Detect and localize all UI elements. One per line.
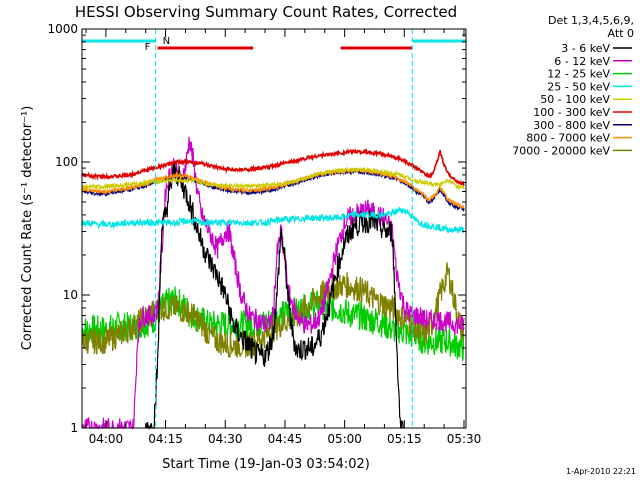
flag-label-n: N <box>163 36 170 47</box>
series-line-e100 <box>81 147 465 186</box>
legend-label-e12: 12 - 25 keV <box>547 68 610 81</box>
series-line-e6 <box>81 136 465 430</box>
y-tick-label: 10 <box>63 288 78 302</box>
flag-label-f: F <box>145 42 151 53</box>
x-tick-label: 04:15 <box>148 432 183 446</box>
x-tick-label: 05:30 <box>447 432 482 446</box>
x-tick-label: 05:15 <box>387 432 422 446</box>
series-line-e7000 <box>81 262 465 359</box>
legend-header-line-1: Det 1,3,4,5,6,9, <box>548 14 634 27</box>
x-tick-label: 04:45 <box>268 432 303 446</box>
chart-title: HESSI Observing Summary Count Rates, Cor… <box>75 3 457 21</box>
x-axis-label: Start Time (19-Jan-03 03:54:02) <box>162 457 370 472</box>
plot-frame <box>81 28 467 429</box>
legend-label-e7000: 7000 - 20000 keV <box>512 144 610 157</box>
legend-label-e50: 50 - 100 keV <box>540 93 610 106</box>
x-tick-label: 04:30 <box>208 432 243 446</box>
y-tick-label: 1000 <box>47 22 78 36</box>
legend-header-line-2: Att 0 <box>608 27 634 40</box>
legend-label-e3: 3 - 6 keV <box>561 42 610 55</box>
legend-label-e6: 6 - 12 keV <box>554 55 610 68</box>
y-tick-label: 100 <box>55 155 78 169</box>
y-axis-label: Corrected Count Rate (s⁻¹ detector⁻¹) <box>20 106 35 351</box>
x-tick-label: 05:00 <box>327 432 362 446</box>
legend-label-e800: 800 - 7000 keV <box>526 132 610 145</box>
legend-label-e300: 300 - 800 keV <box>533 119 610 132</box>
axes-group: 04:00 04:15 04:30 04:45 05:00 05:15 05:30 1 10 10… <box>47 22 481 446</box>
series-line-e25 <box>81 206 465 234</box>
x-tick-label: 04:00 <box>89 432 124 446</box>
series-group <box>81 136 465 431</box>
date-stamp: 1-Apr-2010 22:21 <box>566 467 636 476</box>
y-tick-label: 1 <box>70 421 78 435</box>
legend-label-e25: 25 - 50 keV <box>547 80 610 93</box>
series-line-e50 <box>81 166 465 191</box>
series-line-e3 <box>145 162 404 431</box>
legend-label-e100: 100 - 300 keV <box>533 106 610 119</box>
